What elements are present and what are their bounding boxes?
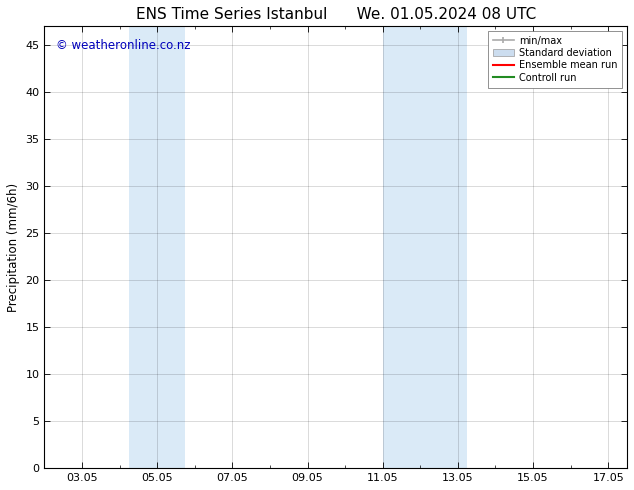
- Legend: min/max, Standard deviation, Ensemble mean run, Controll run: min/max, Standard deviation, Ensemble me…: [488, 31, 622, 88]
- Title: ENS Time Series Istanbul      We. 01.05.2024 08 UTC: ENS Time Series Istanbul We. 01.05.2024 …: [136, 7, 536, 22]
- Y-axis label: Precipitation (mm/6h): Precipitation (mm/6h): [7, 182, 20, 312]
- Bar: [411, 26, 467, 468]
- Text: © weatheronline.co.nz: © weatheronline.co.nz: [56, 39, 191, 52]
- Bar: [129, 26, 157, 468]
- Bar: [383, 26, 411, 468]
- Bar: [157, 26, 185, 468]
